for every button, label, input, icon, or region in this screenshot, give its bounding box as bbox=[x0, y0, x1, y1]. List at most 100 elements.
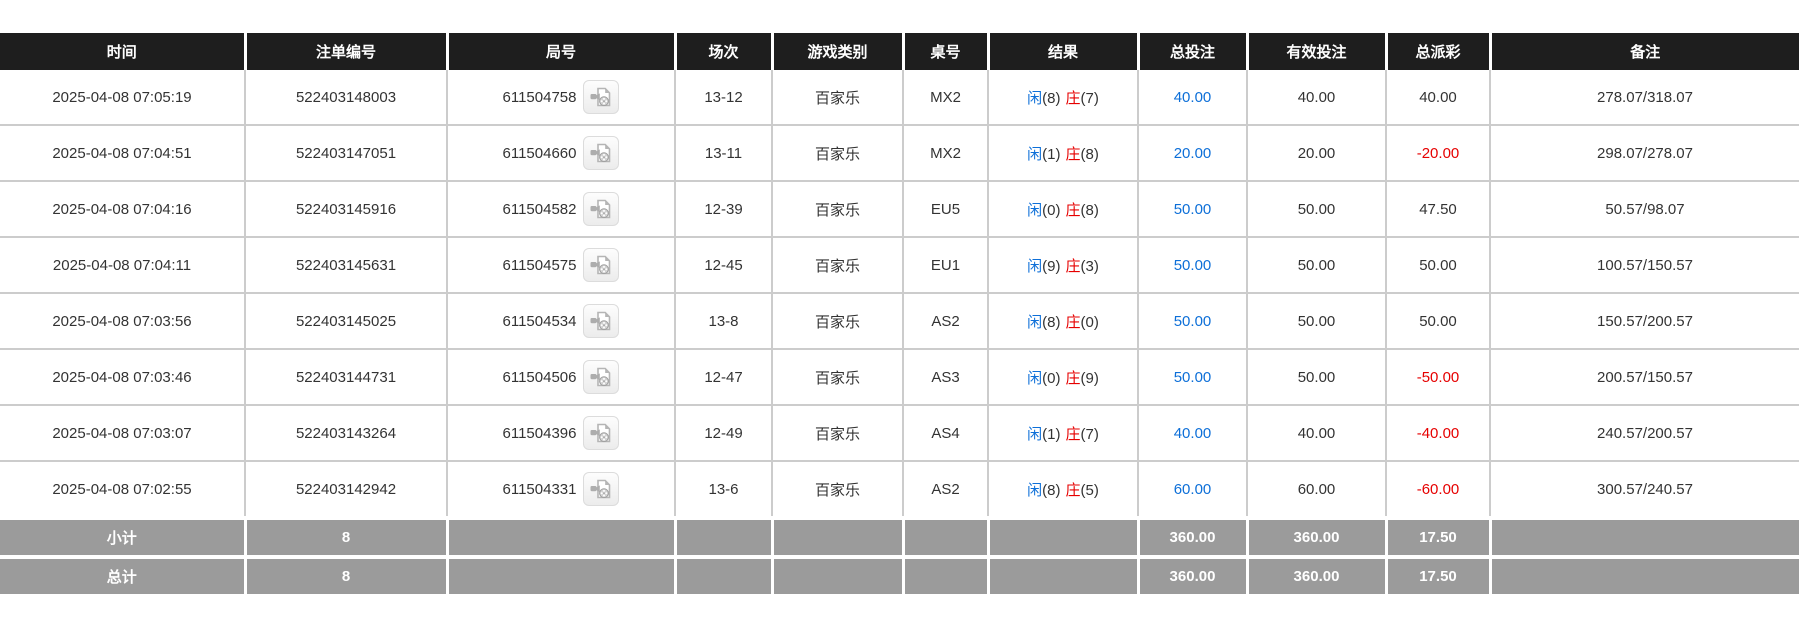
cell-payout: -50.00 bbox=[1386, 348, 1491, 405]
cell-session: 12-47 bbox=[675, 348, 773, 405]
round-no-group: 611504506 bbox=[503, 360, 620, 394]
banker-result-score: (3) bbox=[1080, 257, 1099, 275]
total-bet-link[interactable]: 40.00 bbox=[1173, 424, 1212, 442]
cell-summary-payout: 17.50 bbox=[1384, 555, 1490, 594]
round-no-value: 611504582 bbox=[502, 200, 577, 218]
cell-game-type: 百家乐 bbox=[772, 236, 904, 293]
video-replay-button[interactable] bbox=[583, 472, 620, 506]
cell-remark: 50.57/98.07 bbox=[1490, 180, 1799, 237]
cell-summary-valid-bet: 360.00 bbox=[1245, 516, 1386, 557]
cell-time: 2025-04-08 07:03:56 bbox=[0, 292, 246, 349]
cell-game-type: 百家乐 bbox=[772, 460, 904, 518]
round-no-group: 611504575 bbox=[503, 248, 620, 282]
cell-round-no: 611504758 bbox=[447, 70, 676, 125]
summary-payout: 17.50 bbox=[1419, 568, 1457, 585]
cell-session: 12-45 bbox=[675, 236, 773, 293]
round-no-group: 611504331 bbox=[503, 472, 620, 506]
order-no-value: 522403145025 bbox=[295, 312, 397, 330]
banker-result-label: 庄 bbox=[1065, 201, 1081, 219]
video-replay-button[interactable] bbox=[583, 136, 620, 170]
time-value: 2025-04-08 07:04:51 bbox=[52, 144, 192, 162]
cell-game-type: 百家乐 bbox=[772, 292, 904, 349]
total-bet-link[interactable]: 40.00 bbox=[1173, 88, 1212, 106]
cell-payout: 50.00 bbox=[1386, 236, 1491, 293]
cell-result: 闲(0) 庄(8) bbox=[988, 180, 1139, 237]
session-value: 12-49 bbox=[704, 424, 743, 442]
video-file-icon bbox=[589, 309, 613, 333]
time-value: 2025-04-08 07:03:07 bbox=[52, 424, 192, 442]
payout-value: 47.50 bbox=[1419, 200, 1457, 218]
payout-value: -60.00 bbox=[1416, 480, 1460, 498]
cell-valid-bet: 50.00 bbox=[1247, 292, 1387, 349]
summary-count: 8 bbox=[341, 529, 351, 546]
cell-remark: 278.07/318.07 bbox=[1490, 70, 1799, 125]
total-bet-link[interactable]: 20.00 bbox=[1173, 144, 1212, 162]
cell-total-bet: 50.00 bbox=[1138, 236, 1248, 293]
table-no-value: MX2 bbox=[930, 144, 961, 162]
order-no-value: 522403142942 bbox=[295, 480, 397, 498]
order-no-value: 522403143264 bbox=[295, 424, 397, 442]
cell-summary-round bbox=[445, 555, 675, 594]
cell-summary-table bbox=[901, 516, 988, 557]
valid-bet-value: 50.00 bbox=[1297, 368, 1336, 386]
cell-round-no: 611504396 bbox=[447, 404, 676, 461]
cell-summary-result bbox=[986, 516, 1138, 557]
cell-result: 闲(1) 庄(7) bbox=[988, 404, 1139, 461]
player-result-score: (8) bbox=[1042, 481, 1061, 499]
video-file-icon bbox=[589, 421, 613, 445]
cell-summary-game-type bbox=[770, 555, 903, 594]
cell-summary-remark bbox=[1488, 516, 1799, 557]
total-bet-link[interactable]: 50.00 bbox=[1173, 200, 1212, 218]
round-no-group: 611504396 bbox=[503, 416, 620, 450]
cell-payout: 40.00 bbox=[1386, 70, 1491, 125]
video-replay-button[interactable] bbox=[583, 360, 620, 394]
cell-valid-bet: 50.00 bbox=[1247, 348, 1387, 405]
total-bet-link[interactable]: 50.00 bbox=[1173, 368, 1212, 386]
order-no-value: 522403148003 bbox=[295, 88, 397, 106]
valid-bet-value: 40.00 bbox=[1297, 424, 1336, 442]
cell-result: 闲(0) 庄(9) bbox=[988, 348, 1139, 405]
cell-session: 13-11 bbox=[675, 124, 773, 181]
game-type-value: 百家乐 bbox=[814, 425, 860, 443]
total-bet-link[interactable]: 60.00 bbox=[1173, 480, 1212, 498]
video-replay-button[interactable] bbox=[583, 192, 620, 226]
valid-bet-value: 40.00 bbox=[1297, 88, 1336, 106]
video-replay-button[interactable] bbox=[583, 248, 620, 282]
video-replay-button[interactable] bbox=[583, 80, 620, 114]
session-value: 13-11 bbox=[704, 144, 743, 162]
subtotal-row: 小计 8 360.00 360.00 17.50 bbox=[0, 516, 1799, 557]
round-no-value: 611504534 bbox=[502, 312, 577, 330]
cell-remark: 240.57/200.57 bbox=[1490, 404, 1799, 461]
banker-result-score: (8) bbox=[1080, 201, 1099, 219]
player-result-score: (8) bbox=[1042, 313, 1061, 331]
total-bet-link[interactable]: 50.00 bbox=[1173, 256, 1212, 274]
video-replay-button[interactable] bbox=[583, 416, 620, 450]
summary-payout: 17.50 bbox=[1419, 529, 1457, 546]
cell-summary-payout: 17.50 bbox=[1384, 516, 1490, 557]
session-value: 13-6 bbox=[708, 480, 739, 498]
col-valid-bet: 有效投注 bbox=[1245, 33, 1386, 70]
cell-summary-label: 总计 bbox=[0, 555, 245, 594]
cell-game-type: 百家乐 bbox=[772, 124, 904, 181]
banker-result-score: (8) bbox=[1080, 145, 1099, 163]
cell-time: 2025-04-08 07:03:46 bbox=[0, 348, 246, 405]
game-type-value: 百家乐 bbox=[814, 89, 860, 107]
table-no-value: MX2 bbox=[930, 88, 961, 106]
game-type-value: 百家乐 bbox=[814, 257, 860, 275]
cell-total-bet: 20.00 bbox=[1138, 124, 1248, 181]
banker-result-score: (7) bbox=[1080, 425, 1099, 443]
round-no-value: 611504660 bbox=[502, 144, 577, 162]
video-file-icon bbox=[589, 141, 613, 165]
game-type-value: 百家乐 bbox=[814, 369, 860, 387]
col-result: 结果 bbox=[986, 33, 1138, 70]
header-row: 时间 注单编号 局号 场次 游戏类别 桌号 结果 总投注 有效投注 总派彩 备注 bbox=[0, 33, 1799, 70]
table-no-value: EU5 bbox=[930, 200, 961, 218]
remark-value: 298.07/278.07 bbox=[1597, 144, 1693, 162]
video-replay-button[interactable] bbox=[583, 304, 620, 338]
cell-session: 12-39 bbox=[675, 180, 773, 237]
cell-result: 闲(8) 庄(5) bbox=[988, 460, 1139, 518]
player-result-score: (9) bbox=[1042, 257, 1061, 275]
cell-order-no: 522403145631 bbox=[245, 236, 448, 293]
cell-valid-bet: 50.00 bbox=[1247, 236, 1387, 293]
total-bet-link[interactable]: 50.00 bbox=[1173, 312, 1212, 330]
